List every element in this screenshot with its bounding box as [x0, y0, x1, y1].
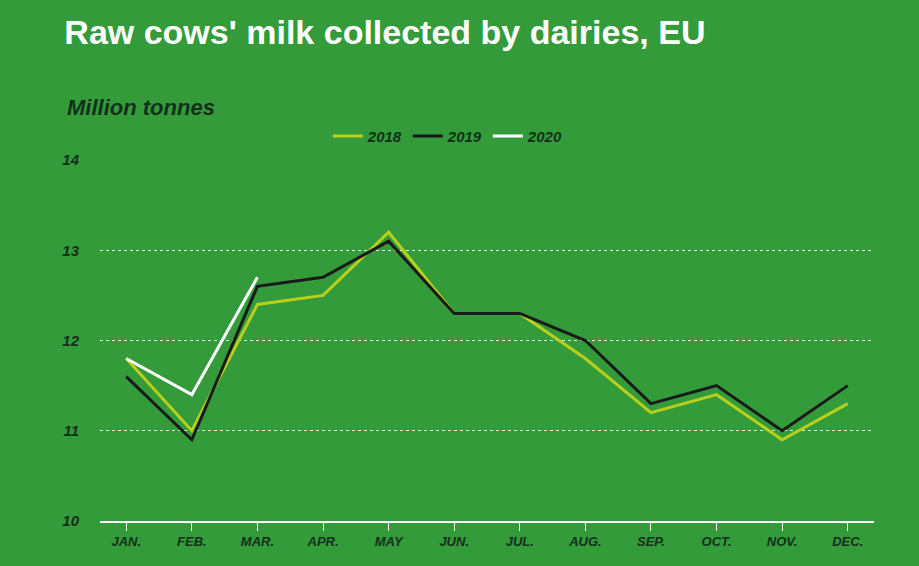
svg-text:14: 14 [62, 151, 79, 168]
svg-text:13: 13 [62, 242, 79, 259]
svg-text:MAR.: MAR. [241, 534, 274, 549]
svg-text:11: 11 [63, 422, 79, 439]
svg-text:FEB.: FEB. [177, 534, 207, 549]
svg-text:AUG.: AUG. [568, 534, 602, 549]
svg-text:JAN.: JAN. [111, 534, 141, 549]
svg-text:MAY: MAY [375, 534, 404, 549]
svg-text:10: 10 [62, 512, 79, 529]
svg-text:APR.: APR. [306, 534, 338, 549]
svg-text:OCT.: OCT. [702, 534, 732, 549]
svg-text:12: 12 [62, 332, 79, 349]
svg-text:2019: 2019 [447, 128, 482, 145]
svg-text:NOV.: NOV. [767, 534, 798, 549]
svg-text:JUN.: JUN. [439, 534, 469, 549]
svg-text:DEC.: DEC. [832, 534, 863, 549]
svg-text:Million tonnes: Million tonnes [67, 95, 215, 120]
svg-text:2020: 2020 [527, 128, 562, 145]
svg-text:2018: 2018 [367, 128, 402, 145]
svg-text:JUL.: JUL. [506, 534, 534, 549]
svg-text:Raw cows' milk collected by da: Raw cows' milk collected by dairies, EU [64, 13, 705, 51]
svg-text:SEP.: SEP. [637, 534, 665, 549]
